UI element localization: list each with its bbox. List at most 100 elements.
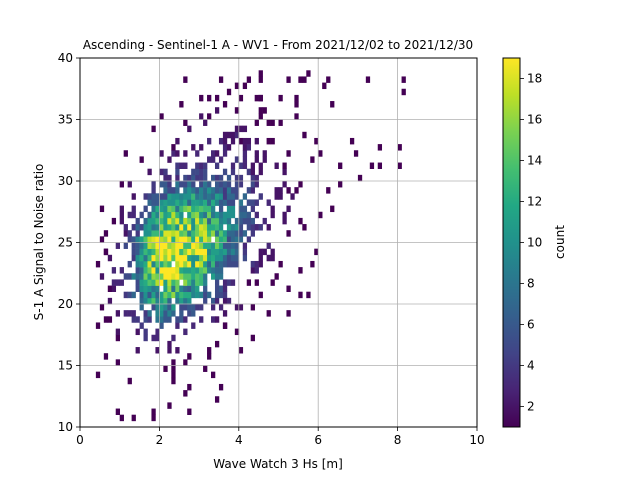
heatmap-cell bbox=[298, 181, 303, 188]
heatmap-cell bbox=[183, 236, 188, 243]
heatmap-cell bbox=[234, 224, 240, 231]
heatmap-cell bbox=[203, 291, 208, 299]
heatmap-cell bbox=[211, 217, 216, 225]
y-axis-label: S-1 A Signal to Noise ratio bbox=[32, 164, 46, 321]
heatmap-cell bbox=[187, 199, 192, 206]
heatmap-cell bbox=[163, 193, 168, 200]
heatmap-cell bbox=[167, 187, 172, 194]
heatmap-cell bbox=[135, 316, 140, 323]
heatmap-cell bbox=[159, 113, 164, 120]
heatmap-cell bbox=[107, 316, 113, 323]
heatmap-cell bbox=[222, 254, 228, 262]
heatmap-cell bbox=[214, 94, 220, 102]
heatmap-cell bbox=[250, 181, 255, 188]
heatmap-cell bbox=[131, 242, 136, 249]
heatmap-cell bbox=[155, 224, 160, 231]
heatmap-cell bbox=[314, 137, 319, 145]
heatmap-cell bbox=[214, 297, 220, 305]
heatmap-cell bbox=[171, 334, 176, 342]
heatmap-cell bbox=[191, 193, 196, 200]
heatmap-cell bbox=[187, 254, 192, 262]
heatmap-cell bbox=[234, 181, 240, 188]
heatmap-cell bbox=[211, 254, 216, 262]
heatmap-cell bbox=[187, 353, 192, 360]
heatmap-cell bbox=[234, 193, 240, 200]
heatmap-cell bbox=[155, 297, 160, 305]
heatmap-cell bbox=[222, 248, 228, 256]
heatmap-cell bbox=[207, 267, 212, 274]
heatmap-cell bbox=[230, 224, 236, 231]
heatmap-cell bbox=[246, 137, 252, 145]
heatmap-cell bbox=[151, 236, 156, 243]
heatmap-cell bbox=[250, 217, 255, 225]
heatmap-cell bbox=[147, 236, 152, 243]
heatmap-cell bbox=[258, 260, 263, 268]
heatmap-cell bbox=[250, 334, 255, 342]
heatmap-cell bbox=[242, 137, 248, 145]
heatmap-cell bbox=[306, 70, 311, 77]
heatmap-cell bbox=[95, 260, 101, 268]
heatmap-cell bbox=[230, 168, 236, 176]
heatmap-cell bbox=[211, 174, 216, 182]
heatmap-cell bbox=[195, 174, 200, 182]
heatmap-cell bbox=[214, 217, 220, 225]
heatmap-cell bbox=[254, 260, 259, 268]
heatmap-cell bbox=[179, 310, 184, 317]
heatmap-cell bbox=[143, 316, 148, 323]
heatmap-cell bbox=[203, 181, 208, 188]
heatmap-cell bbox=[401, 76, 406, 83]
heatmap-cell bbox=[175, 217, 180, 225]
heatmap-cell bbox=[199, 168, 204, 176]
heatmap-cell bbox=[199, 248, 204, 256]
heatmap-cell bbox=[250, 205, 255, 213]
heatmap-cell bbox=[171, 254, 176, 262]
heatmap-cell bbox=[195, 211, 200, 219]
heatmap-cell bbox=[175, 273, 180, 280]
heatmap-cell bbox=[175, 254, 180, 262]
heatmap-cell bbox=[222, 230, 228, 237]
heatmap-cell bbox=[207, 230, 212, 237]
heatmap-cell bbox=[95, 371, 101, 379]
heatmap-cell bbox=[211, 316, 216, 323]
heatmap-cell bbox=[139, 279, 144, 286]
heatmap-cell bbox=[222, 285, 228, 292]
heatmap-cell bbox=[262, 156, 267, 163]
heatmap-cell bbox=[151, 125, 156, 133]
heatmap-cell bbox=[131, 273, 136, 280]
heatmap-cell bbox=[254, 279, 259, 286]
colorbar-tick-label: 18 bbox=[527, 72, 542, 86]
heatmap-cell bbox=[230, 187, 236, 194]
heatmap-cell bbox=[234, 131, 240, 139]
heatmap-cell bbox=[151, 285, 156, 292]
heatmap-cell bbox=[179, 162, 184, 169]
heatmap-cell bbox=[127, 291, 132, 299]
heatmap-cell bbox=[175, 322, 180, 329]
heatmap-cell bbox=[127, 273, 132, 280]
heatmap-cell bbox=[167, 304, 172, 311]
heatmap-cell bbox=[155, 205, 160, 213]
heatmap-cell bbox=[242, 217, 248, 225]
heatmap-cell bbox=[183, 248, 188, 256]
heatmap-cell bbox=[230, 211, 236, 219]
heatmap-cell bbox=[95, 322, 101, 329]
heatmap-cell bbox=[282, 162, 287, 169]
heatmap-cell bbox=[298, 217, 303, 225]
heatmap-cell bbox=[151, 224, 156, 231]
heatmap-cell bbox=[123, 230, 128, 237]
heatmap-cell bbox=[218, 291, 224, 299]
heatmap-cell bbox=[167, 347, 172, 354]
heatmap-cell bbox=[155, 273, 160, 280]
heatmap-cell bbox=[159, 242, 164, 249]
heatmap-cell bbox=[258, 94, 263, 102]
colorbar-tick-label: 16 bbox=[527, 113, 542, 127]
heatmap-cell bbox=[135, 328, 140, 336]
heatmap-cell bbox=[135, 224, 140, 231]
heatmap-cell bbox=[171, 144, 176, 151]
heatmap-cell bbox=[211, 224, 216, 231]
heatmap-cell bbox=[167, 316, 172, 323]
heatmap-cell bbox=[143, 260, 148, 268]
heatmap-cell bbox=[175, 267, 180, 274]
heatmap-cell bbox=[163, 273, 168, 280]
heatmap-cell bbox=[151, 187, 156, 194]
heatmap-cell bbox=[183, 162, 188, 169]
